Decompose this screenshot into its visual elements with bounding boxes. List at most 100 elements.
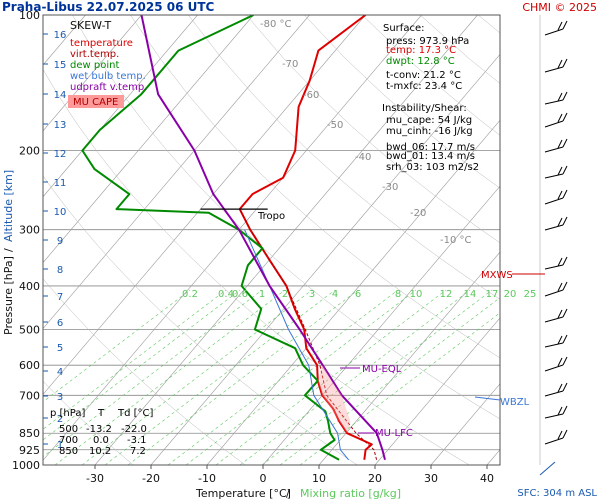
isotherm-label: -80 °C <box>260 19 292 30</box>
isotherm-line <box>43 15 198 198</box>
table-header-td: Td [°C] <box>117 408 154 419</box>
surface-tmxfc: t-mxfc: 23.4 °C <box>386 81 462 92</box>
mu-cape-area <box>317 365 351 434</box>
dry-adiabat-line <box>43 278 246 465</box>
wind-barb-shaft <box>544 197 564 205</box>
legend-item-dew-point: dew point <box>70 60 119 71</box>
wind-barb-flag <box>557 59 563 69</box>
wind-barb-flag <box>557 217 563 227</box>
temperature-tick-label: -30 <box>86 472 104 485</box>
dry-adiabat-line <box>188 15 500 300</box>
temperature-tick-label: 30 <box>424 472 438 485</box>
table-row-700-td: -3.1 <box>127 435 147 446</box>
wind-barb-flag <box>562 91 568 101</box>
table-row-500-td: -22.0 <box>121 424 147 435</box>
wind-barb-shaft <box>544 146 564 153</box>
wind-barb-flag <box>557 309 563 319</box>
legend-item-temperature: temperature <box>70 38 133 49</box>
wind-barb-flag <box>562 20 568 30</box>
wind-barb-flag <box>562 58 568 68</box>
table-row-700-p: 700 <box>59 435 78 446</box>
altitude-tick-label: 7 <box>57 292 63 303</box>
wind-barb-flag <box>557 113 563 123</box>
wind-barb-shaft <box>544 66 564 73</box>
mixing-ratio-label: 12 <box>440 289 453 300</box>
wind-barb-flag <box>562 405 568 415</box>
x-axis-label-mixing: Mixing ratio [g/kg] <box>300 487 401 500</box>
wind-barb-flag <box>562 429 568 439</box>
mixing-ratio-label: 3 <box>309 289 315 300</box>
bwd-01-value: bwd_01: 13.4 m/s <box>386 151 475 162</box>
temperature-tick-label: 20 <box>368 472 382 485</box>
wind-barb-flag <box>562 281 568 291</box>
pressure-tick-label: 400 <box>19 280 40 293</box>
y-axis-label-separator: / <box>2 248 15 252</box>
altitude-tick-label: 14 <box>54 90 67 101</box>
wind-barb-shaft <box>544 289 564 297</box>
wind-barb-flag <box>557 190 563 200</box>
altitude-tick-label: 2 <box>57 414 63 425</box>
dew-point-curve <box>81 15 340 461</box>
wind-barb-flag <box>562 138 568 148</box>
mixing-ratio-line <box>81 289 313 465</box>
table-row-500-p: 500 <box>59 424 78 435</box>
temperature-curve <box>238 15 373 460</box>
wbzl-marker <box>474 396 501 401</box>
credit-label: CHMI © 2025 <box>522 1 597 14</box>
wind-barb-shaft <box>544 173 564 179</box>
wind-barb-flag <box>557 21 563 31</box>
wet-bulb-curve <box>244 229 349 461</box>
table-row-700-t: 0.0 <box>93 435 109 446</box>
updraft-curve <box>140 15 386 461</box>
table-row-850-p: 850 <box>59 446 78 457</box>
mu-lfc-label: MU-LFC <box>375 428 413 439</box>
wind-barb-shaft <box>544 413 564 419</box>
altitude-tick-label: 6 <box>57 318 63 329</box>
temperature-tick-label: -20 <box>142 472 160 485</box>
isotherm-line <box>43 15 310 329</box>
wind-barb-flag <box>557 139 563 149</box>
level-table: p [hPa] T Td [°C] 500 -13.2 -22.0 700 0.… <box>50 408 154 457</box>
table-header-p: p [hPa] <box>50 408 85 419</box>
altitude-tick-label: 15 <box>54 60 67 71</box>
y-axis-label-altitude: Altitude [km] <box>2 170 15 242</box>
wind-barb-flag <box>557 282 563 292</box>
x-axis-label-temperature: Temperature [°C] <box>195 487 291 500</box>
legend-item-wet-bulb: wet bulb temp. <box>70 71 146 82</box>
surface-wind-barb <box>539 461 556 476</box>
altitude-tick-label: 16 <box>54 30 67 41</box>
mixing-ratio-line <box>43 289 241 441</box>
dry-adiabat-line <box>43 380 134 465</box>
wind-barb-flag <box>562 189 568 199</box>
altitude-tick-label: 4 <box>57 367 63 378</box>
wind-barb-flag <box>562 308 568 318</box>
mixing-ratio-label: 17 <box>486 289 499 300</box>
wind-barb-flag <box>557 383 563 393</box>
isotherm-label: -30 <box>382 182 398 193</box>
mixing-ratio-line <box>185 289 417 465</box>
isotherm-line <box>206 119 500 465</box>
wind-barb-flag <box>562 112 568 122</box>
wind-barb-flag <box>562 216 568 226</box>
pressure-tick-label: 300 <box>19 224 40 237</box>
surface-tconv: t-conv: 21.2 °C <box>386 70 461 81</box>
plot-frame <box>42 14 501 466</box>
table-row-850-t: 10.2 <box>89 446 111 457</box>
isotherm-line <box>43 15 366 395</box>
mixing-ratio-label: 14 <box>464 289 477 300</box>
mixing-ratio-label: 8 <box>395 289 401 300</box>
isotherm-line <box>43 15 422 461</box>
wind-barb-flag <box>562 334 568 344</box>
table-row-850-td: 7.2 <box>130 446 146 457</box>
isotherm-line <box>543 15 600 465</box>
isotherm-line <box>43 15 142 132</box>
mixing-ratio-line <box>279 297 500 465</box>
isotherm-line <box>374 317 500 465</box>
wind-barb-flag <box>562 165 568 175</box>
isotherm-label: -40 <box>355 152 371 163</box>
altitude-tick-label: 5 <box>57 343 63 354</box>
mu-cinh-value: mu_cinh: -16 J/kg <box>386 126 473 137</box>
dry-adiabat-line <box>130 15 500 359</box>
isotherm-label: -10 °C <box>440 235 472 246</box>
